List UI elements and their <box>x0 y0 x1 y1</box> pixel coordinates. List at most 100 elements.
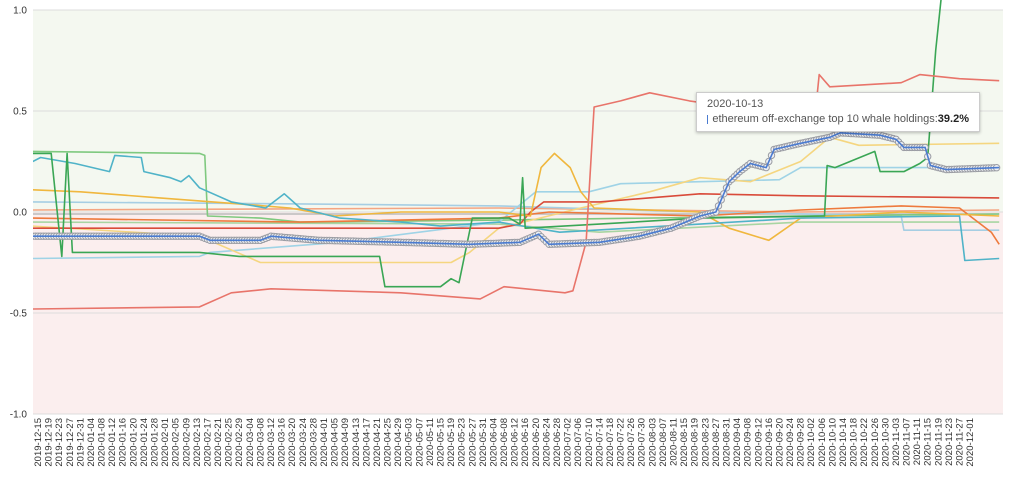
x-tick-label: 2020-08-27 <box>711 418 722 467</box>
x-tick-label: 2020-04-21 <box>372 418 383 467</box>
tooltip-row: ethereum off-exchange top 10 whale holdi… <box>707 113 969 125</box>
x-tick-label: 2020-08-11 <box>669 418 680 466</box>
x-tick-label: 2020-11-15 <box>923 418 934 466</box>
series-line-13[interactable] <box>33 73 1000 310</box>
x-tick-label: 2020-03-04 <box>245 418 256 467</box>
y-tick-label: 0.0 <box>13 208 27 219</box>
series-line-11[interactable] <box>33 154 1000 262</box>
x-tick-label: 2020-02-29 <box>234 418 245 467</box>
x-tick-label: 2020-06-16 <box>520 418 531 467</box>
tooltip-value: 39.2% <box>937 113 969 125</box>
x-tick-label: 2020-10-30 <box>880 418 891 467</box>
x-tick-label: 2020-06-08 <box>499 418 510 467</box>
x-tick-label: 2019-12-27 <box>65 418 76 467</box>
x-tick-label: 2020-07-18 <box>605 418 616 467</box>
x-tick-label: 2020-09-04 <box>732 418 743 467</box>
x-tick-label: 2020-09-12 <box>753 418 764 467</box>
x-tick-label: 2020-05-31 <box>478 418 489 467</box>
x-tick-label: 2020-06-12 <box>510 418 521 467</box>
x-tick-label: 2020-06-04 <box>488 418 499 467</box>
x-tick-label: 2020-02-13 <box>192 418 203 467</box>
x-tick-label: 2020-05-03 <box>404 418 415 467</box>
x-tick-label: 2020-11-19 <box>933 418 944 466</box>
x-tick-label: 2020-10-10 <box>827 418 838 467</box>
x-tick-label: 2020-04-13 <box>351 418 362 467</box>
x-tick-label: 2020-11-27 <box>955 418 966 466</box>
series-line-whale-holdings[interactable] <box>33 131 1000 246</box>
x-tick-label: 2020-04-09 <box>340 418 351 467</box>
x-tick-label: 2020-11-07 <box>902 418 913 466</box>
x-tick-label: 2020-06-28 <box>552 418 563 467</box>
series-line-8[interactable] <box>33 205 1000 245</box>
x-tick-label: 2020-01-12 <box>107 418 118 467</box>
x-tick-label: 2020-05-23 <box>457 418 468 467</box>
x-tick-label: 2020-10-14 <box>838 418 849 467</box>
series-line-12[interactable] <box>33 0 942 288</box>
x-tick-label: 2020-02-09 <box>181 418 192 467</box>
x-tick-label: 2020-01-08 <box>97 418 108 467</box>
x-tick-label: 2020-05-27 <box>467 418 478 467</box>
x-tick-label: 2020-01-16 <box>118 418 129 467</box>
x-tick-label: 2020-03-20 <box>287 418 298 467</box>
x-tick-label: 2020-08-03 <box>647 418 658 467</box>
x-tick-label: 2020-01-04 <box>86 418 97 467</box>
x-tick-label: 2020-02-01 <box>160 418 171 467</box>
x-tick-label: 2020-12-01 <box>965 418 976 467</box>
x-tick-label: 2020-01-20 <box>128 418 139 467</box>
x-tick-label: 2020-05-11 <box>425 418 436 466</box>
x-tick-label: 2020-06-20 <box>531 418 542 467</box>
series-lines <box>33 0 1001 310</box>
x-tick-label: 2020-07-30 <box>637 418 648 467</box>
x-tick-label: 2020-09-24 <box>785 418 796 467</box>
x-tick-label: 2020-07-22 <box>616 418 627 467</box>
x-tick-label: 2020-02-17 <box>202 418 213 467</box>
x-tick-label: 2020-03-24 <box>298 418 309 467</box>
tooltip: 2020-10-13 ethereum off-exchange top 10 … <box>696 92 980 132</box>
x-tick-label: 2020-07-14 <box>594 418 605 467</box>
x-tick-label: 2020-08-23 <box>700 418 711 467</box>
y-tick-label: 1.0 <box>13 6 27 17</box>
series-line-9[interactable] <box>33 193 1000 229</box>
x-tick-label: 2019-12-31 <box>75 418 86 467</box>
x-tick-label: 2020-05-19 <box>446 418 457 467</box>
x-tick-label: 2020-05-15 <box>435 418 446 467</box>
y-axis-ticks: 1.0 0.5 0.0 -0.5 -1.0 <box>10 6 28 421</box>
x-tick-label: 2020-04-25 <box>383 418 394 467</box>
x-tick-label: 2020-11-03 <box>891 418 902 466</box>
x-tick-label: 2020-04-01 <box>319 418 330 467</box>
x-tick-label: 2020-08-31 <box>721 418 732 467</box>
x-tick-label: 2020-09-08 <box>743 418 754 467</box>
x-tick-label: 2020-05-07 <box>414 418 425 467</box>
x-tick-label: 2020-10-26 <box>870 418 881 467</box>
x-tick-label: 2020-08-15 <box>679 418 690 467</box>
x-tick-label: 2020-06-24 <box>541 418 552 467</box>
x-tick-label: 2020-04-29 <box>393 418 404 467</box>
x-tick-label: 2020-10-22 <box>859 418 870 467</box>
tooltip-series-label: ethereum off-exchange top 10 whale holdi… <box>712 113 938 125</box>
series-line-1[interactable] <box>33 221 1000 233</box>
x-tick-label: 2020-03-28 <box>308 418 319 467</box>
x-tick-label: 2020-04-05 <box>330 418 341 467</box>
x-tick-label: 2019-12-15 <box>33 418 44 467</box>
x-tick-label: 2020-07-06 <box>573 418 584 467</box>
x-axis-ticks: 2019-12-15 2019-12-19 2019-12-23 2019-12-27… <box>33 418 976 467</box>
x-tick-label: 2020-08-19 <box>690 418 701 467</box>
x-tick-label: 2020-08-07 <box>658 418 669 467</box>
x-tick-label: 2020-01-24 <box>139 418 150 467</box>
x-tick-label: 2020-03-12 <box>266 418 277 467</box>
x-tick-label: 2020-11-23 <box>944 418 955 466</box>
x-tick-label: 2020-03-08 <box>255 418 266 467</box>
x-tick-label: 2020-02-05 <box>171 418 182 467</box>
tooltip-date: 2020-10-13 <box>707 98 764 110</box>
x-tick-label: 2020-03-16 <box>277 418 288 467</box>
x-tick-label: 2020-01-28 <box>150 418 161 467</box>
x-tick-label: 2020-09-16 <box>764 418 775 467</box>
x-tick-label: 2020-10-06 <box>817 418 828 467</box>
x-tick-label: 2019-12-19 <box>44 418 55 467</box>
x-tick-label: 2020-07-10 <box>584 418 595 467</box>
x-tick-label: 2020-04-17 <box>361 418 372 467</box>
x-tick-label: 2020-10-18 <box>849 418 860 467</box>
x-tick-label: 2020-07-02 <box>563 418 574 467</box>
x-tick-label: 2020-09-20 <box>774 418 785 467</box>
